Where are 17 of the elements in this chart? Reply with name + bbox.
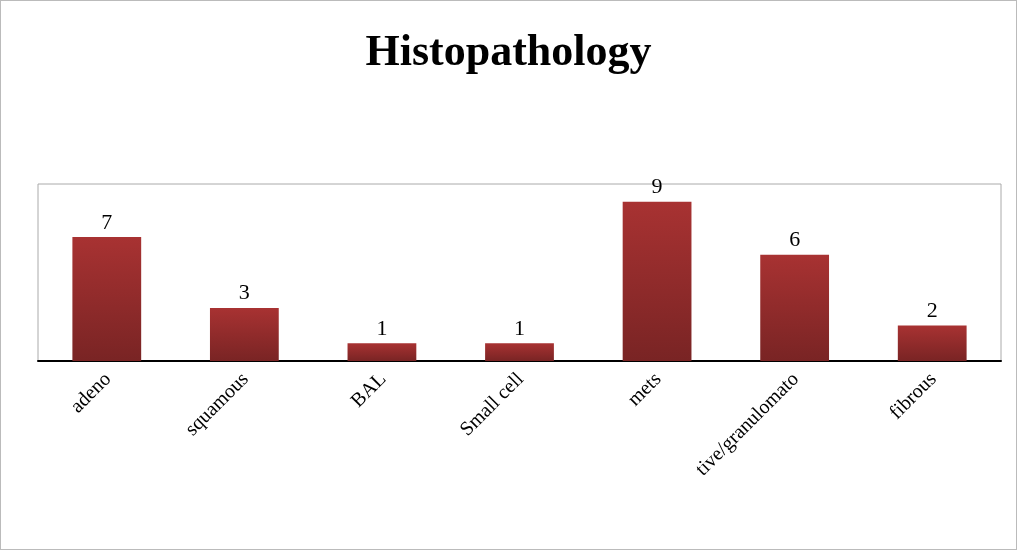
bar: [622, 201, 692, 361]
chart-title: Histopathology: [365, 25, 652, 75]
bar: [72, 237, 142, 361]
bar: [347, 343, 417, 361]
x-tick-label: BAL: [345, 367, 390, 412]
data-label: 7: [101, 208, 113, 234]
data-label: 1: [376, 314, 388, 340]
bar: [760, 254, 830, 361]
data-label: 3: [238, 279, 250, 305]
bar: [485, 343, 554, 361]
data-label: 6: [789, 226, 801, 252]
bar: [209, 307, 279, 361]
data-label: 1: [514, 314, 525, 340]
x-tick-label: mets: [622, 367, 665, 410]
data-label: 2: [926, 297, 938, 323]
data-label: 9: [651, 173, 663, 199]
bar: [897, 325, 967, 361]
